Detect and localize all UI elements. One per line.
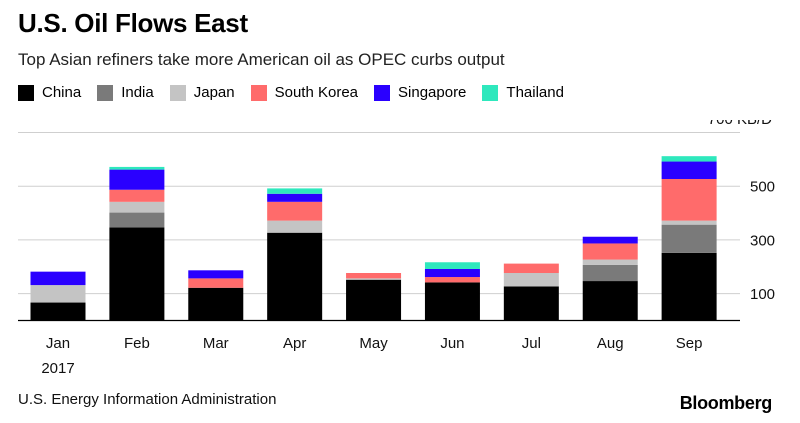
legend-label: Thailand bbox=[506, 84, 564, 101]
bar-segment-thailand bbox=[424, 262, 480, 269]
x-tick-label: Sep bbox=[676, 335, 703, 352]
bar-segment-south-korea bbox=[188, 278, 244, 288]
stacked-bar-chart: 100 300 500 700 KB/D Jan 2017 Feb Mar Apr May Jun J… bbox=[18, 120, 775, 377]
legend-label: China bbox=[42, 84, 82, 101]
legend-label: Japan bbox=[193, 84, 235, 101]
legend-item-china: China bbox=[18, 84, 81, 101]
legend-swatch bbox=[18, 84, 34, 101]
bar-segment-china bbox=[30, 302, 86, 320]
bar-segment-thailand bbox=[109, 166, 165, 170]
legend-item-south-korea: South Korea bbox=[250, 84, 359, 101]
y-axis-top-label: 700 KB/D bbox=[708, 120, 772, 128]
bar-segment-singapore bbox=[188, 270, 244, 279]
bar-segment-china bbox=[661, 252, 717, 320]
bar-segment-singapore bbox=[582, 236, 638, 244]
legend-item-thailand: Thailand bbox=[482, 84, 564, 101]
bar-segment-south-korea bbox=[661, 179, 717, 221]
x-tick-label: Apr bbox=[283, 335, 306, 352]
bar-segment-china bbox=[582, 281, 638, 320]
bar-segment-japan bbox=[30, 285, 86, 303]
x-tick-label: May bbox=[359, 335, 388, 352]
legend-item-japan: Japan bbox=[169, 84, 235, 101]
bar-segment-india bbox=[661, 224, 717, 253]
bar-segment-china bbox=[424, 282, 480, 320]
source-note: U.S. Energy Information Administration bbox=[18, 391, 277, 408]
y-tick-label: 100 bbox=[750, 286, 775, 303]
bar-segment-south-korea bbox=[424, 277, 480, 283]
x-tick-label: Aug bbox=[597, 335, 624, 352]
legend-swatch bbox=[250, 84, 267, 101]
legend-item-india: India bbox=[97, 84, 154, 101]
bar-segment-china bbox=[346, 279, 402, 320]
bar-segment-china bbox=[267, 232, 323, 320]
legend-item-singapore: Singapore bbox=[374, 84, 466, 101]
legend-swatch bbox=[169, 84, 186, 101]
bar-segment-south-korea bbox=[267, 201, 323, 221]
x-tick-label: Jan bbox=[46, 335, 70, 352]
bar-segment-china bbox=[188, 287, 244, 320]
bar-segment-china bbox=[503, 286, 559, 320]
legend-label: India bbox=[121, 84, 154, 101]
x-tick-label: Mar bbox=[203, 335, 229, 352]
bar-segment-south-korea bbox=[582, 243, 638, 260]
brand-logo: Bloomberg bbox=[679, 393, 773, 413]
x-tick-label: Jun bbox=[440, 335, 464, 352]
legend-label: South Korea bbox=[274, 84, 359, 101]
x-tick-label: Feb bbox=[124, 335, 150, 352]
bar-segment-china bbox=[109, 227, 165, 320]
bar-segment-thailand bbox=[661, 156, 717, 162]
bar-segment-south-korea bbox=[346, 273, 402, 279]
bar-segment-south-korea bbox=[503, 263, 559, 273]
bar-segment-japan bbox=[661, 220, 717, 225]
legend-swatch bbox=[374, 84, 391, 101]
y-tick-label: 300 bbox=[750, 232, 775, 249]
bar-segment-japan bbox=[582, 259, 638, 265]
x-tick-label: Jul bbox=[522, 335, 541, 352]
bar-segment-singapore bbox=[109, 169, 165, 190]
chart-subtitle: Top Asian refiners take more American oi… bbox=[18, 50, 505, 69]
chart-title: U.S. Oil Flows East bbox=[18, 8, 248, 38]
bar-segment-japan bbox=[109, 201, 165, 213]
bar-segment-japan bbox=[346, 278, 402, 280]
bar-segment-japan bbox=[503, 273, 559, 287]
x-year-label: 2017 bbox=[41, 360, 74, 377]
bar-segment-singapore bbox=[424, 268, 480, 278]
legend: China India Japan South Korea Singapore Thail… bbox=[18, 84, 580, 101]
bar-segment-thailand bbox=[267, 188, 323, 194]
bar-segment-india bbox=[582, 264, 638, 282]
legend-swatch bbox=[97, 84, 114, 101]
bar-segment-india bbox=[109, 212, 165, 228]
bar-segment-singapore bbox=[661, 161, 717, 179]
bar-segment-singapore bbox=[267, 193, 323, 202]
bar-segment-south-korea bbox=[109, 189, 165, 202]
y-tick-label: 500 bbox=[750, 179, 775, 196]
bar-segment-japan bbox=[267, 220, 323, 233]
bar-segment-singapore bbox=[30, 271, 86, 286]
legend-label: Singapore bbox=[398, 84, 467, 101]
legend-swatch bbox=[482, 84, 499, 101]
